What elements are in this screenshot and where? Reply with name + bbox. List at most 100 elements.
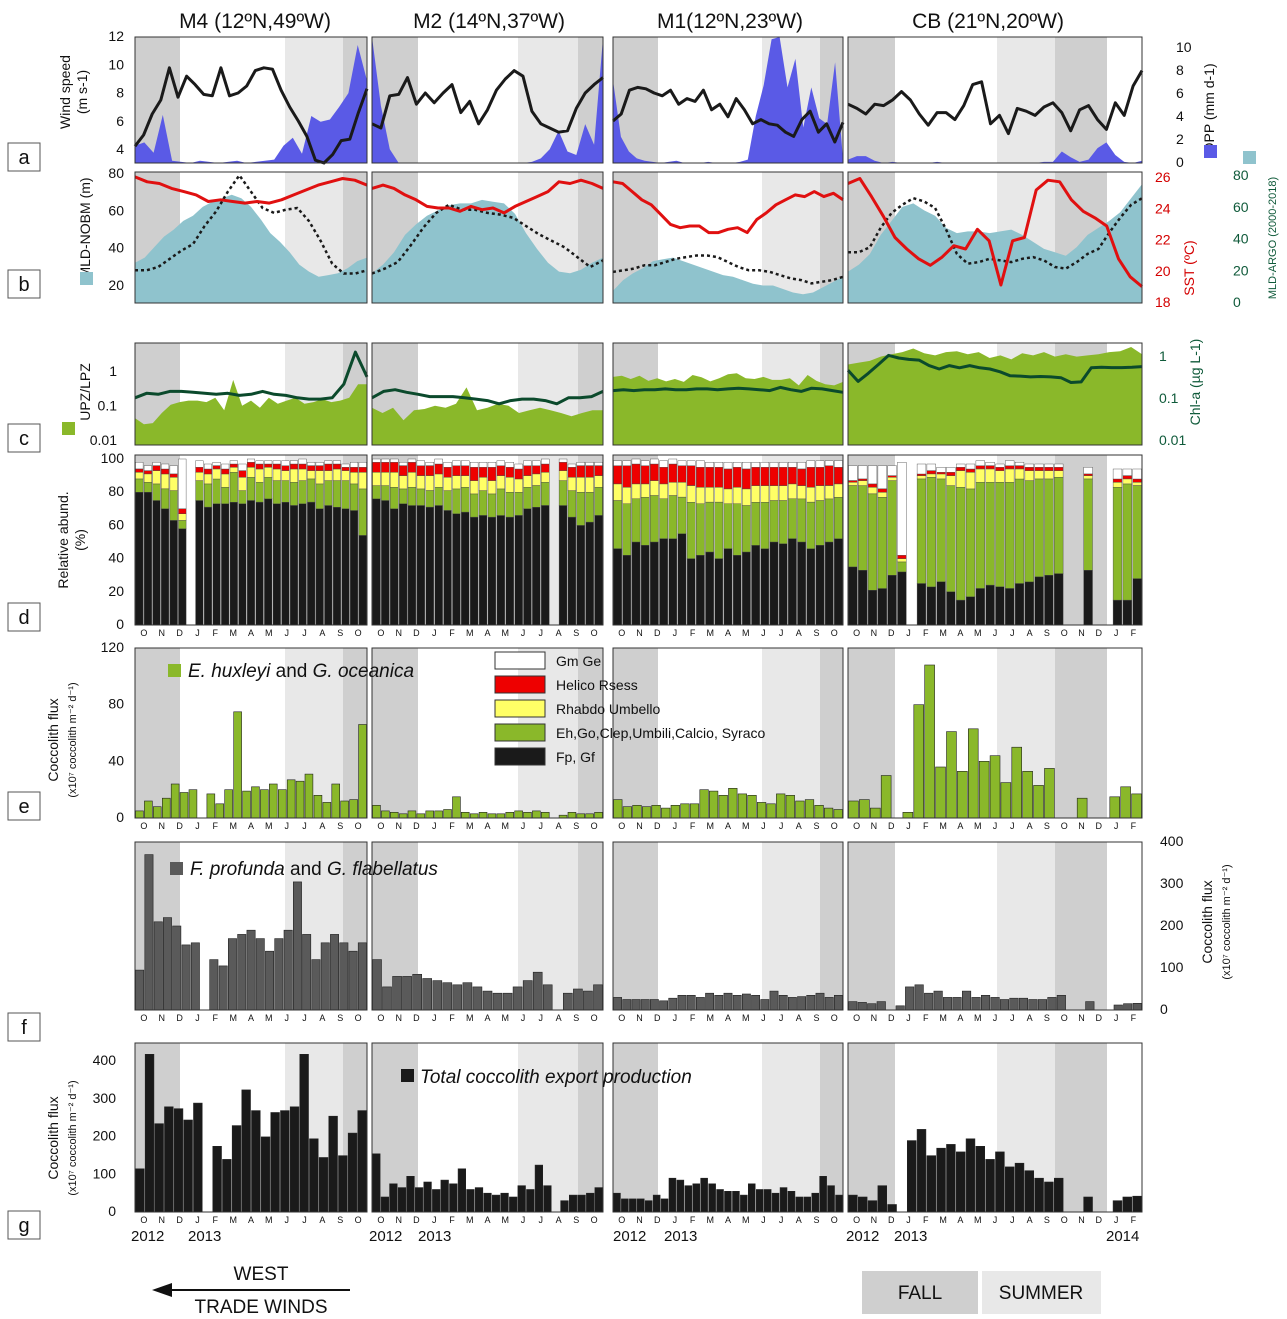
month-tick-m4-e-11: S xyxy=(337,821,343,831)
fprof-flux-bar-m2-20 xyxy=(573,988,583,1011)
total-flux-bar-m4-0 xyxy=(135,1168,145,1213)
rel-bar-m1-24-eh xyxy=(834,497,843,539)
rel-bar-m4-3-helico xyxy=(161,468,170,475)
rel-bar-m2-10-helico xyxy=(461,465,470,476)
rel-bar-cb-14-rhabdo xyxy=(985,468,995,483)
total-flux-bar-m1-1 xyxy=(621,1198,629,1213)
fprof-flux-bar-m4-19 xyxy=(311,959,321,1011)
month-tick-cb-g-3: J xyxy=(906,1215,911,1225)
fprof-flux-bar-m4-18 xyxy=(302,934,312,1011)
total-flux-bar-m1-27 xyxy=(827,1185,835,1213)
month-tick-cb-d-7: M xyxy=(974,628,982,638)
rel-bar-m2-24-rhabdo xyxy=(585,477,594,493)
upz-area-m2 xyxy=(372,387,603,445)
month-tick-m1-e-2: D xyxy=(654,821,661,831)
rel-bar-m4-16-helico xyxy=(272,463,281,470)
month-tick-cb-g-13: N xyxy=(1078,1215,1085,1225)
rel-bar-m1-23-gm xyxy=(824,460,834,466)
total-flux-bar-m1-23 xyxy=(795,1196,804,1213)
tick-e-left-1: 80 xyxy=(108,696,124,712)
rel-bar-m2-18-eh xyxy=(532,485,541,508)
rel-bar-cb-28-eh xyxy=(1122,483,1132,601)
total-flux-bar-m2-15 xyxy=(500,1192,509,1213)
month-tick-m1-f-2: D xyxy=(654,1013,661,1023)
rel-bar-cb-19-helico xyxy=(1034,467,1044,471)
rel-bar-m1-5-rhabdo xyxy=(659,483,668,499)
rel-bar-cb-7-eh xyxy=(916,478,927,584)
chl-line-cb xyxy=(846,353,1143,384)
rel-bar-m4-10-gm xyxy=(221,463,230,470)
month-tick-m4-e-1: N xyxy=(159,821,166,831)
rel-bar-m2-11-fp xyxy=(470,516,479,626)
ehux-flux-bar-m1-13 xyxy=(737,793,747,819)
fall-band-m2-f-1 xyxy=(578,842,603,1010)
month-tick-m4-e-12: O xyxy=(355,821,362,831)
g-left-title-2: (x10⁷ coccolith m⁻² d⁻¹) xyxy=(67,1080,79,1195)
rel-bar-cb-20-fp xyxy=(1044,575,1054,626)
rel-bar-m1-22-helico xyxy=(815,467,825,486)
rel-bar-m2-24-eh xyxy=(585,492,594,523)
rel-bar-m4-4-rhabdo xyxy=(169,477,178,491)
month-tick-m4-g-6: A xyxy=(248,1215,254,1225)
month-tick-m4-f-4: F xyxy=(213,1013,219,1023)
rel-bar-m1-13-gm xyxy=(732,462,742,468)
panel-label-g-text: g xyxy=(18,1215,29,1237)
legend-fp-label: Fp, Gf xyxy=(556,749,595,765)
total-flux-bar-cb-0 xyxy=(848,1194,858,1213)
fprof-flux-bar-m4-20 xyxy=(320,942,330,1011)
month-tick-cb-g-5: M xyxy=(939,1215,947,1225)
tick-b-argo-3: 20 xyxy=(1233,262,1249,278)
total-flux-bar-m4-3 xyxy=(164,1106,174,1213)
rel-bar-cb-8-helico xyxy=(926,470,936,475)
ehux-flux-bar-cb-7 xyxy=(924,664,935,819)
rel-bar-cb-10-rhabdo xyxy=(946,475,956,486)
rel-bar-cb-10-gm xyxy=(946,467,956,473)
rel-bar-m4-10-fp xyxy=(221,503,230,626)
frame-cb-d xyxy=(847,454,1143,626)
rel-bar-m1-8-fp xyxy=(686,558,696,626)
tick-b-left-1: 60 xyxy=(108,202,124,218)
legend-fp-swatch xyxy=(494,747,546,766)
rel-bar-m1-22-rhabdo xyxy=(815,485,825,501)
ehux-flux-bar-m4-9 xyxy=(215,803,225,819)
rel-bar-m4-23-rhabdo xyxy=(332,468,341,481)
total-flux-bar-cb-9 xyxy=(936,1147,946,1213)
rel-bar-m2-12-gm xyxy=(478,462,488,468)
rel-bar-m2-7-helico xyxy=(434,463,443,475)
month-tick-m1-d-5: M xyxy=(707,628,715,638)
rel-bar-cb-18-fp xyxy=(1024,581,1034,626)
rel-bar-m2-8-rhabdo xyxy=(443,477,452,491)
fprof-flux-bar-m2-6 xyxy=(432,980,443,1011)
rel-bar-m2-11-helico xyxy=(470,467,479,481)
month-tick-m1-d-7: M xyxy=(742,628,750,638)
ehux-flux-bar-m4-20 xyxy=(313,794,323,819)
total-flux-bar-cb-7 xyxy=(916,1129,927,1213)
ehux-flux-bar-cb-1 xyxy=(859,799,870,819)
total-flux-bar-m4-1 xyxy=(144,1054,155,1213)
rel-bar-m4-1-eh xyxy=(143,482,152,493)
month-tick-m4-d-12: O xyxy=(355,628,362,638)
month-tick-cb-d-0: O xyxy=(853,628,860,638)
year-m2-2013: 2013 xyxy=(418,1228,451,1245)
rel-bar-m1-13-helico xyxy=(732,467,742,488)
rel-bar-m1-7-rhabdo xyxy=(677,482,687,498)
ehux-flux-bar-m2-5 xyxy=(416,813,426,819)
frame-m4-f xyxy=(134,841,368,1011)
rel-bar-cb-12-fp xyxy=(965,596,976,626)
ehux-flux-bar-m4-4 xyxy=(170,783,180,819)
frame-m4-b xyxy=(134,171,368,304)
rel-bar-cb-20-rhabdo xyxy=(1044,470,1054,480)
tick-c-right-1: 0.1 xyxy=(1159,390,1179,406)
total-flux-bar-m2-4 xyxy=(406,1176,415,1213)
rel-bar-cb-14-helico xyxy=(985,465,995,470)
fprof-flux-bar-m1-13 xyxy=(732,994,742,1011)
month-tick-m1-g-9: J xyxy=(779,1215,784,1225)
total-flux-bar-cb-15 xyxy=(995,1151,1005,1213)
panel-label-f-text: f xyxy=(21,1017,27,1039)
rel-bar-m2-7-eh xyxy=(434,487,443,506)
e-legend-text: E. huxleyi and G. oceanica xyxy=(188,661,414,682)
ehux-flux-bar-m1-11 xyxy=(718,794,728,819)
rel-bar-cb-27-helico xyxy=(1112,478,1123,483)
rel-bar-cb-13-rhabdo xyxy=(975,468,985,483)
rel-bar-m1-8-gm xyxy=(686,460,696,466)
